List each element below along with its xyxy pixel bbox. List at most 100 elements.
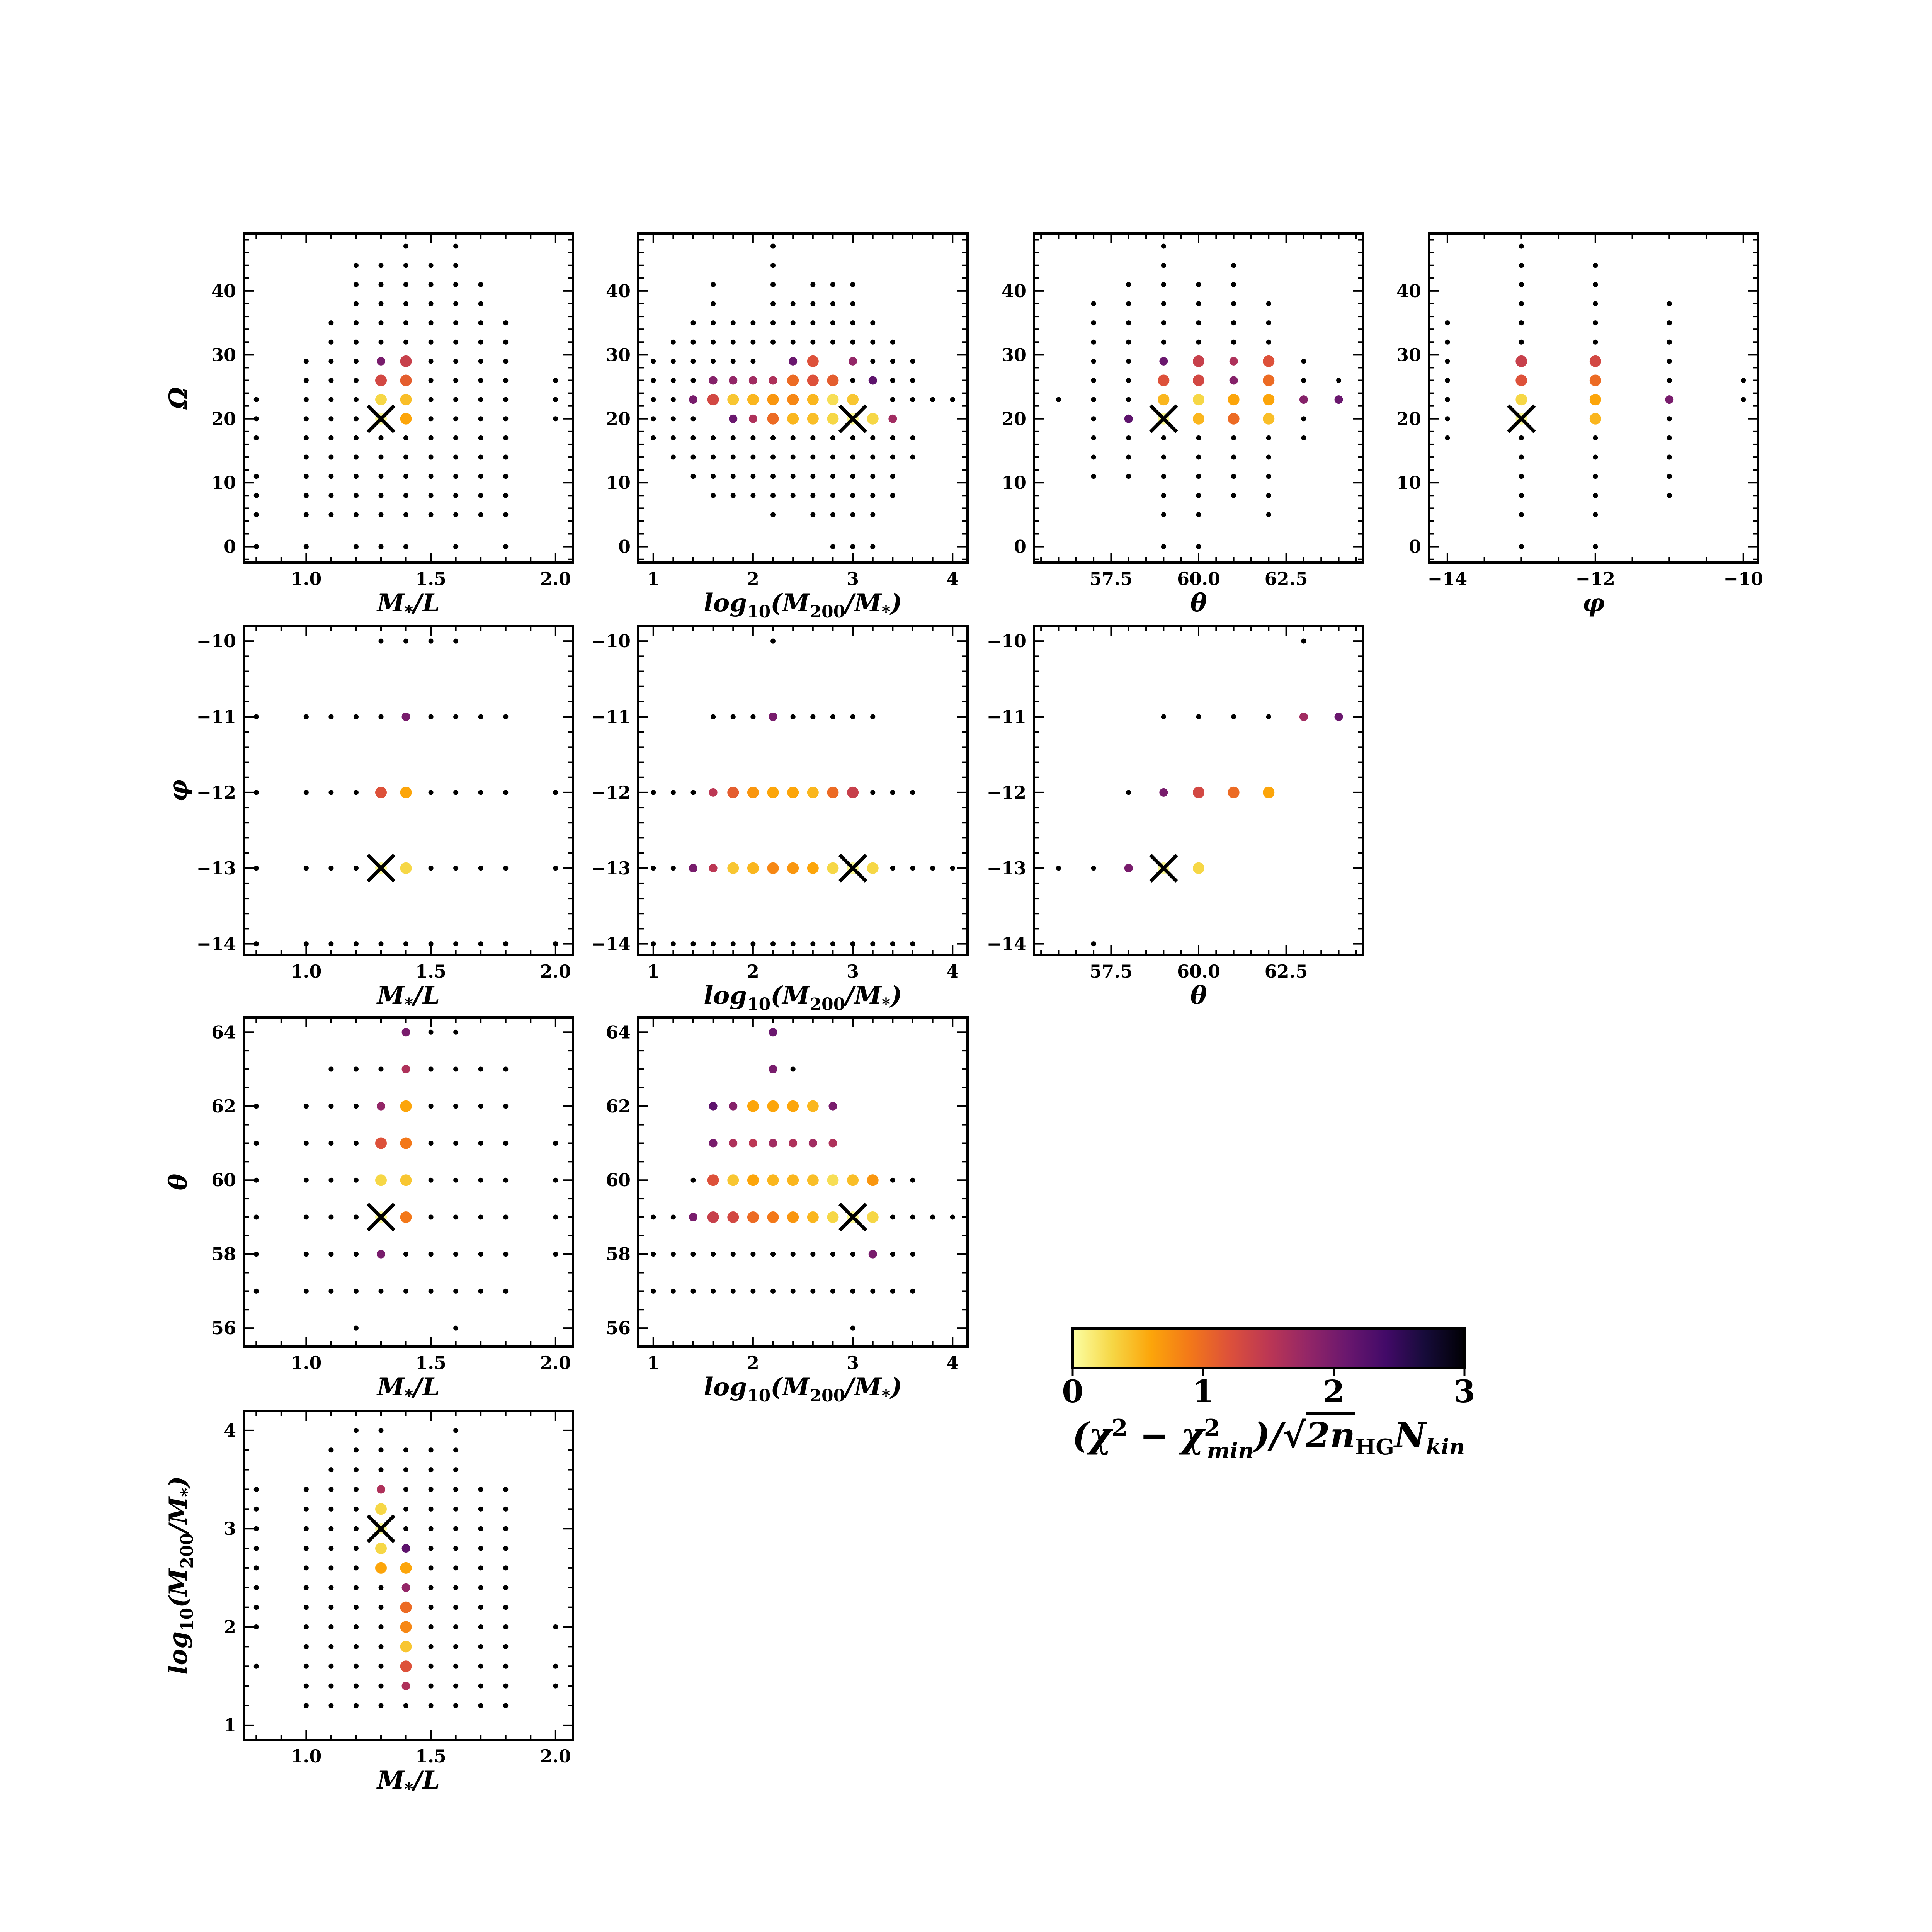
grid-point — [353, 941, 359, 947]
grid-point — [850, 544, 855, 549]
colored-point — [400, 1137, 412, 1149]
grid-point — [750, 339, 756, 345]
grid-point — [1161, 435, 1166, 440]
grid-point — [890, 359, 895, 364]
grid-point — [403, 1703, 409, 1708]
grid-point — [670, 454, 676, 460]
grid-point — [478, 1565, 483, 1571]
grid-point — [378, 512, 384, 517]
grid-point — [1126, 301, 1131, 306]
grid-point — [950, 397, 955, 402]
grid-point — [1301, 416, 1306, 422]
colored-point — [709, 864, 718, 872]
x-tick-label: 1 — [647, 568, 660, 589]
grid-point — [870, 512, 876, 517]
colorbar-tick-label: 0 — [1062, 1373, 1083, 1410]
colored-point — [787, 1174, 799, 1186]
grid-point — [378, 474, 384, 479]
grid-point — [328, 1526, 334, 1531]
grid-point — [428, 1585, 434, 1590]
data-points — [1056, 243, 1343, 549]
grid-point — [353, 1428, 359, 1433]
grid-point — [1056, 397, 1061, 402]
grid-point — [478, 714, 483, 719]
grid-point — [890, 474, 895, 479]
panel-omega-vs-ml: 1.0 1.5 2.0 0 10 20 30 40 M*/L Ω — [164, 232, 574, 622]
colored-point — [767, 1174, 779, 1186]
grid-point — [328, 1703, 334, 1708]
grid-point — [303, 866, 309, 871]
grid-point — [503, 378, 509, 383]
grid-point — [890, 1252, 895, 1257]
grid-point — [553, 1663, 558, 1669]
colored-point — [1515, 394, 1527, 406]
grid-point — [403, 1252, 409, 1257]
grid-point — [1126, 359, 1131, 364]
x-tick-label: 1 — [647, 1352, 660, 1373]
grid-point — [830, 714, 835, 719]
colored-point — [807, 1100, 819, 1112]
grid-point — [770, 243, 776, 249]
colored-point — [807, 786, 819, 798]
grid-point — [253, 493, 259, 498]
grid-point — [1445, 320, 1450, 326]
grid-point — [503, 544, 509, 549]
plot-frame — [243, 1410, 574, 1741]
grid-point — [651, 378, 656, 383]
grid-point — [690, 454, 696, 460]
grid-point — [303, 544, 309, 549]
grid-point — [478, 454, 483, 460]
grid-point — [428, 282, 434, 287]
colored-point — [400, 1562, 412, 1574]
grid-point — [403, 512, 409, 517]
y-tick-label: 1 — [224, 1715, 236, 1736]
grid-point — [503, 1585, 509, 1590]
grid-point — [503, 1177, 509, 1183]
grid-point — [328, 1066, 334, 1072]
grid-point — [253, 1177, 259, 1183]
y-tick-label: −10 — [591, 631, 631, 651]
grid-point — [428, 1565, 434, 1571]
panel-theta-vs-ml: 1.0 1.5 2.0 56 58 60 62 64 M*/L θ — [164, 1016, 574, 1406]
grid-point — [1091, 941, 1096, 947]
grid-point — [870, 941, 876, 947]
grid-point — [303, 1546, 309, 1551]
grid-point — [890, 493, 895, 498]
y-tick-label: −10 — [196, 631, 236, 651]
grid-point — [1231, 714, 1236, 719]
grid-point — [478, 790, 483, 795]
grid-point — [730, 454, 736, 460]
grid-point — [1231, 301, 1236, 306]
grid-point — [453, 1104, 459, 1109]
grid-point — [770, 512, 776, 517]
best-fit-marker — [1149, 854, 1178, 883]
x-tick-label: 60.0 — [1177, 961, 1220, 982]
grid-point — [453, 282, 459, 287]
x-tick-label: 2 — [747, 961, 759, 982]
colored-point — [1158, 394, 1170, 406]
grid-point — [503, 1526, 509, 1531]
colored-point — [767, 1100, 779, 1112]
grid-point — [428, 263, 434, 268]
grid-point — [910, 1252, 915, 1257]
colored-point — [808, 1139, 817, 1148]
colored-point — [1589, 413, 1601, 425]
grid-point — [730, 1288, 736, 1294]
grid-point — [478, 1546, 483, 1551]
grid-point — [810, 339, 816, 345]
grid-point — [711, 474, 716, 479]
grid-point — [378, 1683, 384, 1689]
grid-point — [1196, 282, 1201, 287]
grid-point — [1091, 454, 1096, 460]
grid-point — [303, 1140, 309, 1146]
grid-point — [428, 1029, 434, 1035]
grid-point — [503, 1140, 509, 1146]
y-tick-label: 10 — [1396, 472, 1421, 493]
colored-point — [400, 1621, 412, 1633]
grid-point — [303, 1683, 309, 1689]
grid-point — [1196, 339, 1201, 345]
grid-point — [328, 1624, 334, 1630]
y-tick-label: −12 — [196, 782, 236, 803]
x-tick-label: 4 — [946, 1352, 959, 1373]
plot-frame — [637, 1016, 969, 1348]
